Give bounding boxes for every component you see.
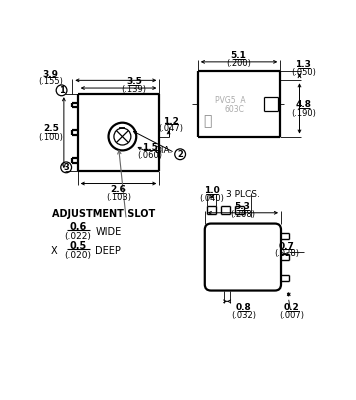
Text: 5.3: 5.3: [235, 202, 251, 211]
Text: Ⓑ: Ⓑ: [203, 114, 211, 128]
Text: 603C: 603C: [224, 105, 244, 114]
Text: 3: 3: [63, 163, 69, 172]
Text: X: X: [51, 246, 57, 256]
Text: (.208): (.208): [230, 210, 255, 219]
Text: WIDE: WIDE: [95, 227, 122, 237]
Text: 3.9: 3.9: [43, 70, 59, 79]
Text: 3.5: 3.5: [126, 77, 142, 86]
Text: PVG5  A: PVG5 A: [215, 96, 246, 105]
Text: 1.2: 1.2: [163, 117, 179, 126]
Text: (.047): (.047): [158, 124, 183, 133]
Text: 2: 2: [177, 150, 183, 159]
Text: (.190): (.190): [291, 108, 316, 118]
Text: (.103): (.103): [106, 193, 131, 202]
Text: (.028): (.028): [274, 250, 299, 258]
Text: (.007): (.007): [279, 311, 304, 320]
Text: 1.3: 1.3: [295, 60, 311, 70]
Text: (.100): (.100): [38, 133, 63, 142]
Text: (.155): (.155): [38, 77, 63, 86]
Text: 5.1: 5.1: [231, 51, 247, 60]
Text: 4.8: 4.8: [295, 100, 312, 109]
Text: (.200): (.200): [226, 59, 251, 68]
Text: (.022): (.022): [64, 232, 91, 241]
Text: (.032): (.032): [231, 311, 256, 320]
Text: (.050): (.050): [291, 68, 316, 77]
Text: DEEP: DEEP: [95, 246, 121, 256]
Text: 1.5: 1.5: [142, 143, 158, 152]
Text: (.060): (.060): [138, 150, 163, 160]
Text: 2.5: 2.5: [43, 124, 59, 133]
Text: 2.6: 2.6: [111, 185, 126, 194]
Text: 0.6: 0.6: [69, 222, 87, 232]
Text: 1: 1: [59, 86, 64, 95]
Text: (.139): (.139): [121, 85, 146, 94]
Text: ADJUSTMENT SLOT: ADJUSTMENT SLOT: [52, 208, 155, 218]
Text: 1.0: 1.0: [204, 186, 220, 195]
Text: 3 PLCS.: 3 PLCS.: [226, 190, 260, 199]
Text: 0.5: 0.5: [69, 241, 87, 251]
Text: 0.7: 0.7: [278, 242, 294, 251]
Text: 0.8: 0.8: [235, 303, 251, 312]
Text: (.040): (.040): [199, 194, 224, 203]
Text: (.020): (.020): [64, 251, 91, 260]
Text: DIA.: DIA.: [154, 146, 172, 155]
Text: 0.2: 0.2: [284, 303, 300, 312]
